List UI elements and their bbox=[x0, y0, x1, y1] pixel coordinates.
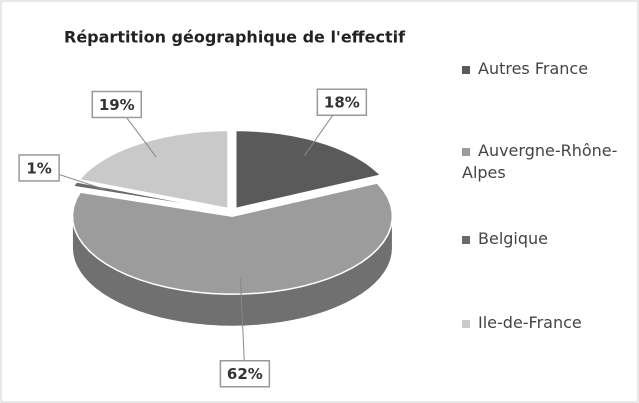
legend-swatch bbox=[462, 147, 470, 156]
legend-label: Auvergne-Rhône-Alpes bbox=[462, 141, 618, 182]
legend-item: Autres France bbox=[462, 58, 639, 80]
value-label: 1% bbox=[26, 159, 51, 177]
legend-swatch bbox=[462, 235, 470, 244]
value-label-box bbox=[219, 359, 271, 388]
value-label: 19% bbox=[99, 96, 135, 114]
leader-line bbox=[239, 278, 246, 374]
legend-swatch bbox=[462, 65, 470, 74]
legend-item: Belgique bbox=[462, 228, 639, 250]
value-label: 62% bbox=[227, 365, 263, 383]
slice bbox=[71, 181, 226, 212]
legend-label: Belgique bbox=[478, 229, 549, 248]
legend-label: Autres France bbox=[478, 59, 589, 78]
chart-title: Répartition géographique de l'effectif bbox=[64, 28, 406, 47]
value-label-box bbox=[316, 88, 368, 116]
value-label-box bbox=[18, 154, 60, 182]
slice bbox=[77, 129, 229, 210]
legend-item: Ile-de-France bbox=[462, 312, 639, 334]
legend-item: Auvergne-Rhône-Alpes bbox=[462, 140, 639, 184]
value-label-box bbox=[91, 90, 143, 119]
legend-label: Ile-de-France bbox=[478, 313, 582, 332]
value-label: 18% bbox=[324, 94, 360, 112]
legend-swatch bbox=[462, 319, 470, 328]
slice bbox=[235, 129, 383, 210]
slice bbox=[71, 182, 394, 295]
